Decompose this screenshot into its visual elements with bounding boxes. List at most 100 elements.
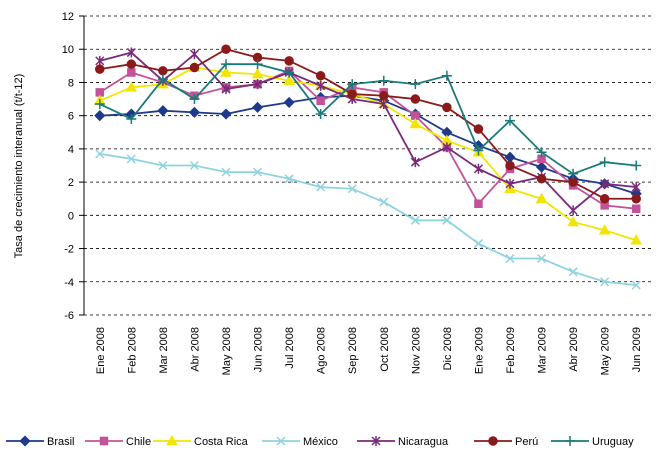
marker [473,145,484,156]
marker [631,182,641,193]
marker [488,436,498,446]
marker [599,157,610,168]
marker [567,215,579,227]
marker [536,174,547,184]
series-line [99,66,637,242]
marker [166,434,178,446]
marker [189,160,199,171]
y-axis-title: Tasa de crecimiento interanual (t/t-12) [13,74,25,259]
x-tick-label: Dic 2008 [442,327,454,370]
marker [315,71,326,81]
marker [127,68,136,77]
legend-label: Chile [126,436,151,448]
marker [188,106,201,118]
x-tick-label: May 2008 [221,327,233,375]
y-tick-label: 6 [68,111,74,123]
x-tick-label: Jun 2009 [631,327,643,372]
x-tick-label: Ene 2009 [473,327,485,374]
marker [409,117,422,129]
x-tick-label: Mar 2008 [158,327,170,373]
marker [221,167,231,177]
marker [284,67,295,78]
marker [158,66,168,76]
marker [189,62,200,73]
x-tick-label: Ene 2008 [95,327,107,374]
marker [568,168,579,179]
legend-label: México [303,436,338,448]
x-tick-label: Feb 2009 [505,327,517,373]
marker [316,96,325,105]
legend-label: Nicaragua [398,436,449,448]
marker [276,436,286,446]
marker [221,44,231,54]
marker [315,109,326,120]
marker [253,167,263,177]
marker [410,157,420,168]
marker [125,81,138,92]
marker [347,79,358,90]
marker [505,160,515,171]
series-line [99,51,637,212]
marker [441,70,452,81]
legend-label: Costa Rica [194,436,249,448]
marker [442,142,452,153]
marker [505,178,515,189]
y-tick-label: 12 [62,11,74,23]
marker [95,55,105,66]
marker [126,59,137,69]
marker [284,56,294,66]
marker [316,182,326,192]
marker [631,193,641,204]
marker [221,59,231,70]
marker [631,160,642,171]
marker [251,101,264,113]
marker [565,436,575,446]
marker [220,108,232,120]
x-tick-label: Ago 2008 [316,327,328,374]
x-tick-label: Abr 2008 [189,327,201,372]
marker [474,199,483,208]
marker [505,253,515,264]
legend-label: Perú [515,436,538,448]
y-tick-label: -2 [64,244,74,256]
marker [252,59,263,70]
y-tick-label: -6 [64,310,74,322]
marker [442,102,452,113]
marker [378,75,389,86]
marker [535,192,548,203]
series-line [99,69,637,210]
marker [158,160,168,171]
marker [347,89,357,99]
marker [410,94,421,104]
x-tick-label: Jul 2008 [284,327,296,369]
marker [599,193,610,204]
marker [600,178,610,189]
marker [473,239,483,249]
x-tick-label: Feb 2008 [126,327,138,373]
marker [252,52,263,63]
marker [284,174,294,184]
x-tick-label: May 2009 [600,327,612,375]
y-tick-label: 10 [62,44,74,56]
marker [126,47,136,58]
marker [371,436,381,446]
marker [535,161,548,173]
marker [94,99,105,110]
marker [598,224,611,235]
marker [347,184,357,194]
marker [95,88,105,97]
y-tick-label: 8 [68,77,74,89]
marker [630,234,643,245]
series-line [99,94,637,195]
marker [221,84,231,95]
series-line [99,152,637,286]
marker [251,68,264,79]
marker [537,154,546,164]
marker [95,149,105,159]
marker [189,94,200,105]
y-tick-label: 2 [68,177,74,189]
marker [473,124,484,134]
marker [283,74,295,86]
marker [536,147,547,158]
